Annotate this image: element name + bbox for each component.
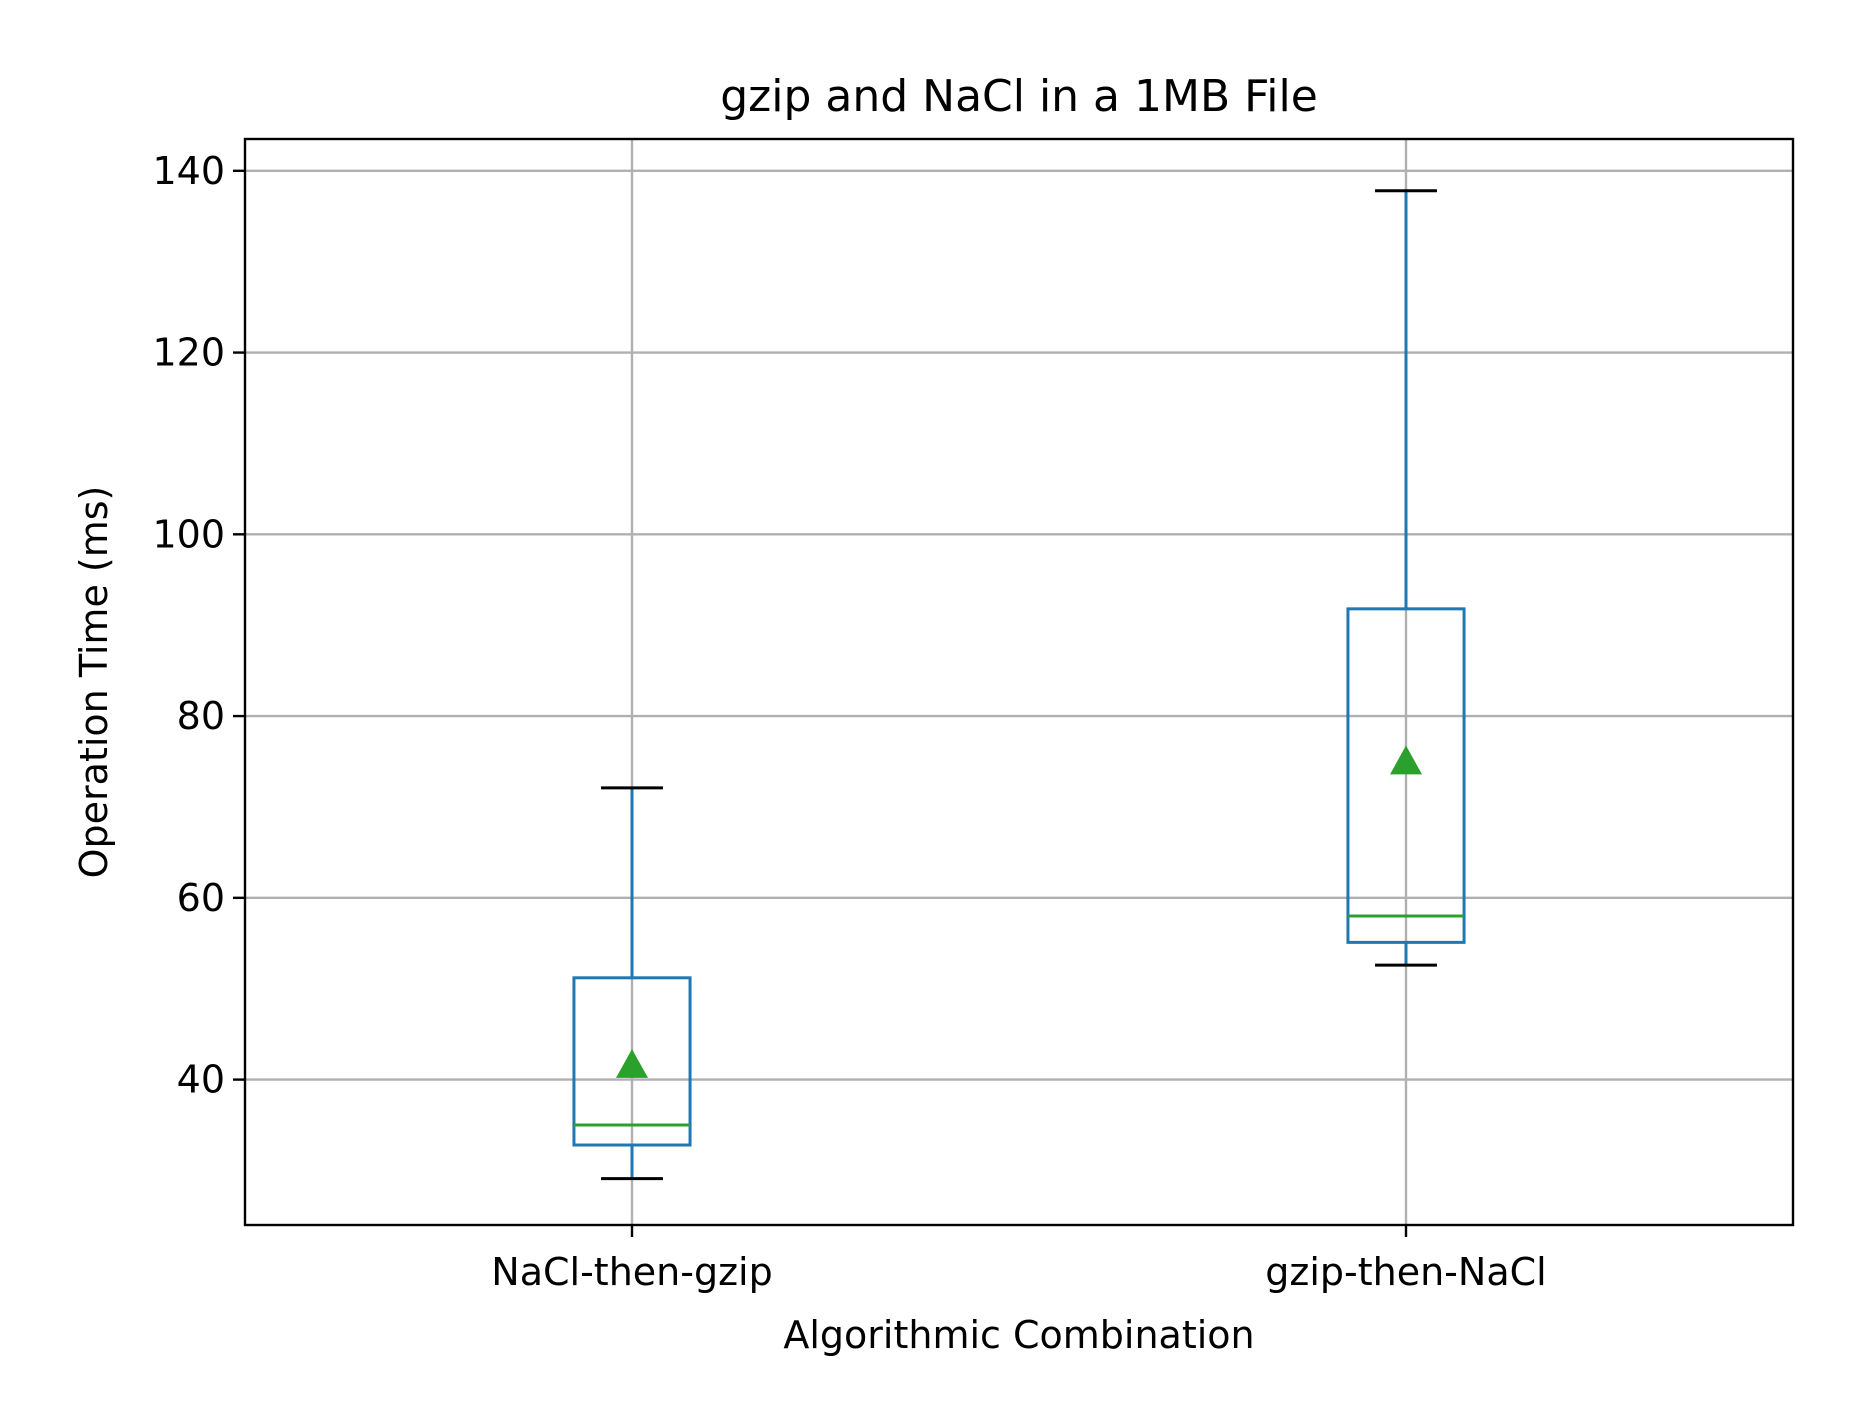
mean-marker bbox=[616, 1049, 648, 1078]
y-axis-label: Operation Time (ms) bbox=[72, 486, 116, 879]
y-tick-label: 140 bbox=[152, 149, 225, 193]
chart-title: gzip and NaCl in a 1MB File bbox=[720, 71, 1318, 122]
box-gzip-then-NaCl bbox=[1346, 189, 1466, 967]
box-NaCl-then-gzip bbox=[572, 786, 692, 1181]
grid-lines bbox=[245, 139, 1793, 1225]
y-tick-label: 40 bbox=[177, 1058, 225, 1102]
x-tick-label: NaCl-then-gzip bbox=[491, 1250, 772, 1294]
plot-frame bbox=[243, 137, 1795, 1227]
y-tick-label: 100 bbox=[152, 512, 225, 556]
iqr-box bbox=[1346, 607, 1466, 944]
y-tick-label: 120 bbox=[152, 331, 225, 375]
y-tick-label: 80 bbox=[177, 694, 225, 738]
x-tick-label: gzip-then-NaCl bbox=[1265, 1250, 1546, 1294]
boxes bbox=[572, 189, 1466, 1181]
mean-marker bbox=[1390, 745, 1422, 775]
y-tick-label: 60 bbox=[177, 876, 225, 920]
axis-ticks: 40 60 80 100 120 140 NaCl-then-gzip gzip-then-N… bbox=[152, 149, 1546, 1294]
x-axis-label: Algorithmic Combination bbox=[783, 1313, 1254, 1357]
iqr-box bbox=[572, 976, 692, 1147]
